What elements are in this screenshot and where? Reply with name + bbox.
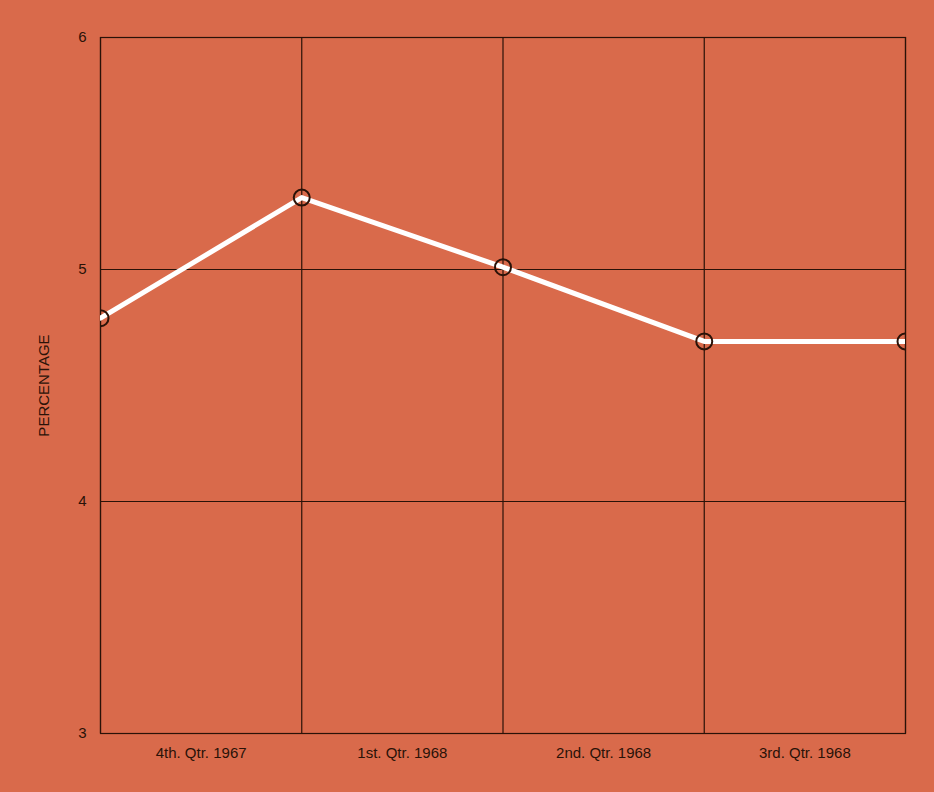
svg-text:6: 6 (78, 28, 86, 45)
svg-text:2nd. Qtr. 1968: 2nd. Qtr. 1968 (556, 744, 651, 761)
svg-text:3rd. Qtr. 1968: 3rd. Qtr. 1968 (759, 744, 851, 761)
svg-text:4th. Qtr. 1967: 4th. Qtr. 1967 (156, 744, 247, 761)
svg-text:5: 5 (78, 260, 86, 277)
svg-text:PERCENTAGE: PERCENTAGE (35, 334, 52, 436)
svg-text:4: 4 (78, 492, 86, 509)
svg-text:1st. Qtr. 1968: 1st. Qtr. 1968 (357, 744, 447, 761)
svg-text:3: 3 (78, 724, 86, 741)
